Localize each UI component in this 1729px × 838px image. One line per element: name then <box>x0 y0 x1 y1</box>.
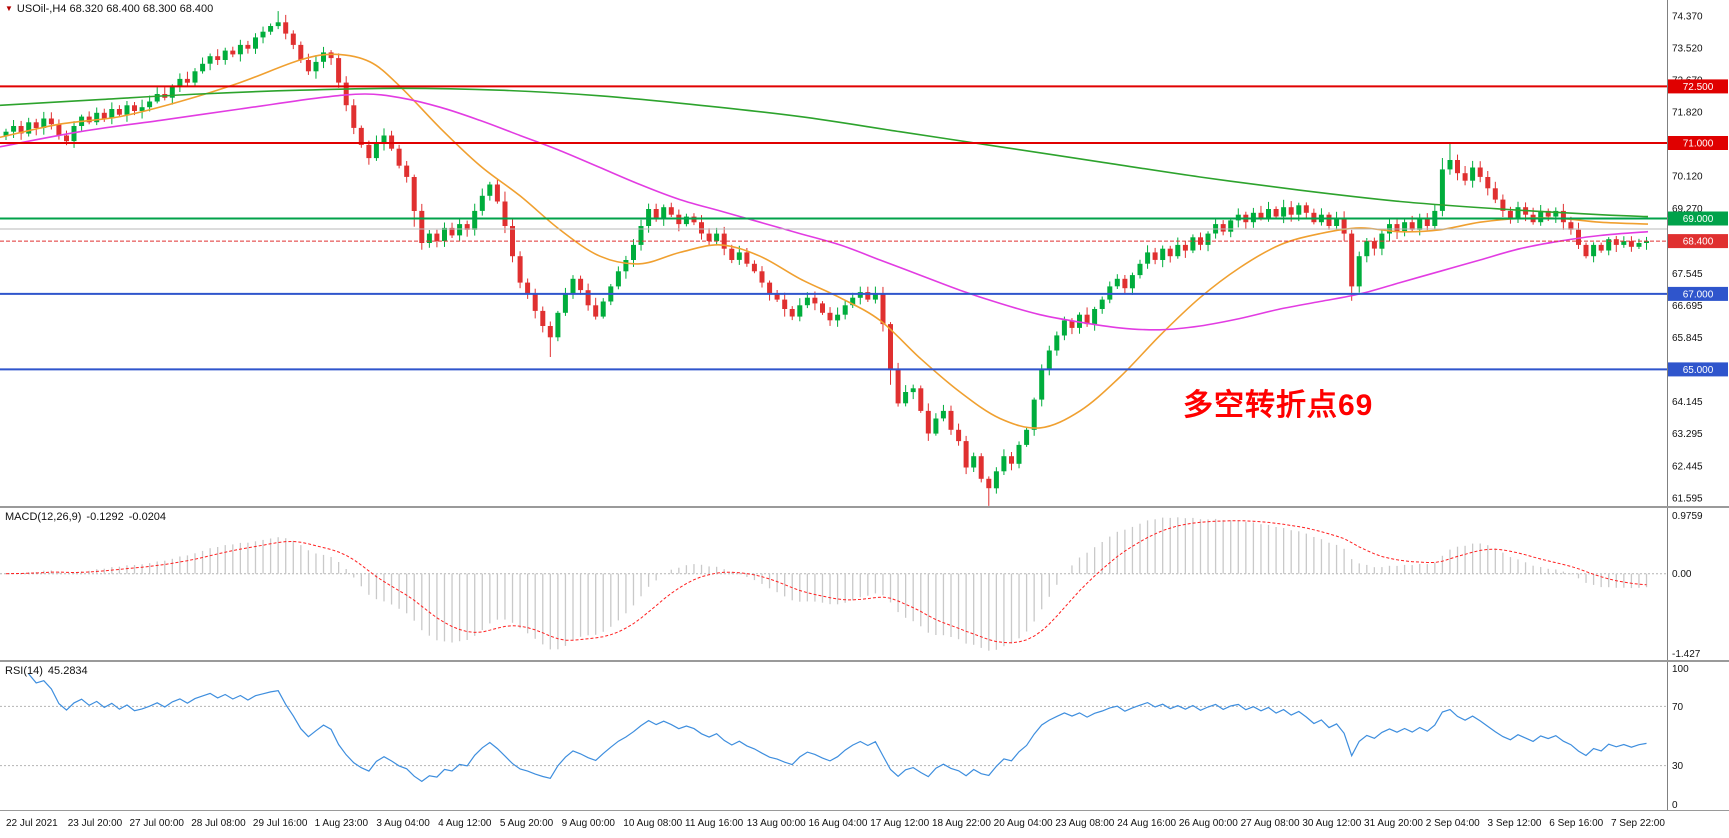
time-label: 5 Aug 20:00 <box>499 818 554 829</box>
time-label: 26 Aug 00:00 <box>1178 818 1238 829</box>
rsi-pane: 100 70 30 0 RSI(14) 45.2834 <box>0 662 1729 810</box>
macd-value-signal: -0.0204 <box>128 511 167 523</box>
time-label: 3 Aug 04:00 <box>376 818 430 829</box>
macd-canvas[interactable]: 0.9759 0.00 -1.427 <box>0 508 1729 660</box>
time-label: 27 Jul 00:00 <box>129 818 184 829</box>
time-label: 27 Aug 08:00 <box>1240 818 1300 829</box>
time-label: 2 Sep 04:00 <box>1425 818 1480 829</box>
svg-text:61.595: 61.595 <box>1672 493 1703 504</box>
pane-splitter[interactable] <box>0 660 1729 662</box>
macd-value-main: -0.1292 <box>86 511 124 523</box>
time-label: 20 Aug 04:00 <box>993 818 1053 829</box>
time-label: 16 Aug 04:00 <box>808 818 868 829</box>
rsi-value: 45.2834 <box>47 665 88 677</box>
time-label: 17 Aug 12:00 <box>870 818 930 829</box>
candles-layer <box>3 11 1649 506</box>
svg-text:67.000: 67.000 <box>1683 289 1714 300</box>
svg-text:71.820: 71.820 <box>1672 108 1703 119</box>
time-label: 18 Aug 22:00 <box>931 818 991 829</box>
time-label: 30 Aug 12:00 <box>1302 818 1362 829</box>
svg-text:62.445: 62.445 <box>1672 461 1703 472</box>
svg-text:65.845: 65.845 <box>1672 333 1703 344</box>
time-label: 4 Aug 12:00 <box>438 818 492 829</box>
price-axis: 74.37073.52072.67071.82070.97070.12069.2… <box>1667 0 1728 506</box>
svg-text:70.120: 70.120 <box>1672 172 1703 183</box>
time-label: 10 Aug 08:00 <box>623 818 683 829</box>
time-label: 13 Aug 00:00 <box>746 818 806 829</box>
svg-text:100: 100 <box>1672 664 1689 675</box>
symbol-name: USOil-,H4 <box>16 3 67 15</box>
pane-splitter[interactable] <box>0 810 1729 811</box>
svg-text:0: 0 <box>1672 800 1678 810</box>
rsi-line <box>28 673 1647 783</box>
time-label: 31 Aug 20:00 <box>1364 818 1423 829</box>
main-chart-canvas[interactable]: 74.37073.52072.67071.82070.97070.12069.2… <box>0 0 1729 506</box>
svg-text:66.695: 66.695 <box>1672 301 1703 312</box>
macd-name: MACD(12,26,9) <box>5 511 82 523</box>
svg-text:69.000: 69.000 <box>1683 214 1714 225</box>
time-label: 29 Jul 16:00 <box>252 818 308 829</box>
time-label: 23 Jul 20:00 <box>67 818 123 829</box>
svg-text:67.545: 67.545 <box>1672 269 1703 280</box>
time-label: 24 Aug 16:00 <box>1117 818 1177 829</box>
ma-slow <box>0 87 1649 218</box>
rsi-canvas[interactable]: 100 70 30 0 <box>0 662 1729 810</box>
svg-text:0.00: 0.00 <box>1672 569 1692 580</box>
macd-label: MACD(12,26,9) -0.1292 -0.0204 <box>5 511 171 523</box>
time-label: 9 Aug 00:00 <box>561 818 615 829</box>
chart-annotation: 多空转折点69 <box>1183 389 1374 422</box>
svg-text:65.000: 65.000 <box>1683 365 1714 376</box>
svg-text:70: 70 <box>1672 702 1684 713</box>
svg-text:68.400: 68.400 <box>1683 237 1714 248</box>
svg-text:73.520: 73.520 <box>1672 43 1703 54</box>
svg-text:69.270: 69.270 <box>1672 204 1703 215</box>
svg-text:64.145: 64.145 <box>1672 397 1703 408</box>
symbol-info: ▼ USOil-,H4 68.320 68.400 68.300 68.400 <box>5 3 213 15</box>
time-label: 7 Sep 22:00 <box>1610 818 1665 829</box>
macd-pane: 0.9759 0.00 -1.427 MACD(12,26,9) -0.1292 -0.… <box>0 508 1729 660</box>
svg-text:74.370: 74.370 <box>1672 11 1703 22</box>
svg-text:63.295: 63.295 <box>1672 429 1703 440</box>
time-label: 6 Sep 16:00 <box>1549 818 1604 829</box>
time-label: 23 Aug 08:00 <box>1055 818 1115 829</box>
svg-text:0.9759: 0.9759 <box>1672 511 1703 522</box>
time-label: 3 Sep 12:00 <box>1487 818 1542 829</box>
time-label: 28 Jul 08:00 <box>191 818 246 829</box>
time-label: 11 Aug 16:00 <box>685 818 744 829</box>
svg-text:30: 30 <box>1672 761 1684 772</box>
pane-splitter[interactable] <box>0 506 1729 508</box>
horizontal-lines-layer <box>0 85 1667 371</box>
macd-signal-line <box>5 520 1647 644</box>
svg-text:71.000: 71.000 <box>1683 139 1714 150</box>
svg-text:-1.427: -1.427 <box>1672 649 1701 660</box>
ma-medium <box>0 93 1649 331</box>
main-chart-pane: 74.37073.52072.67071.82070.97070.12069.2… <box>0 0 1729 506</box>
macd-histogram <box>12 517 1648 651</box>
symbol-ohlc-values: 68.320 68.400 68.300 68.400 <box>69 3 214 15</box>
triangle-down-icon: ▼ <box>5 4 13 13</box>
time-axis[interactable]: 22 Jul 2021 23 Jul 20:00 27 Jul 00:00 28 Ju… <box>0 811 1729 838</box>
svg-text:72.500: 72.500 <box>1683 82 1714 93</box>
rsi-name: RSI(14) <box>5 665 43 677</box>
rsi-label: RSI(14) 45.2834 <box>5 665 93 677</box>
time-label: 1 Aug 23:00 <box>314 818 369 829</box>
time-label: 22 Jul 2021 <box>6 818 58 829</box>
